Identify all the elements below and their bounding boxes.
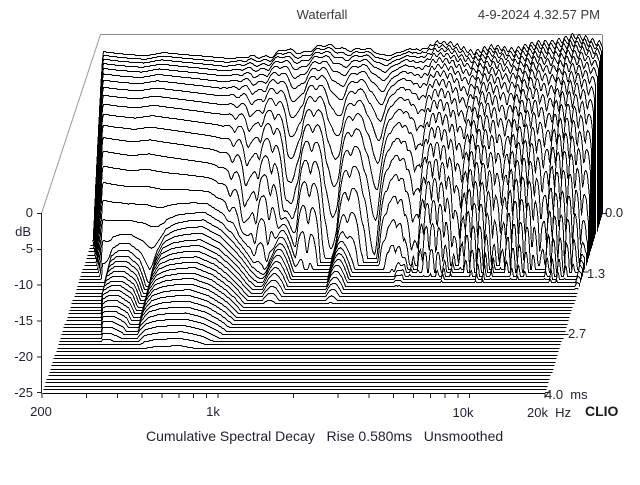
svg-text:1.3: 1.3 — [587, 266, 605, 281]
svg-text:Waterfall: Waterfall — [297, 7, 348, 22]
svg-text:0.0: 0.0 — [605, 205, 623, 220]
svg-text:Cumulative Spectral Decay Ri: Cumulative Spectral Decay Rise 0.580ms U… — [146, 428, 503, 444]
svg-text:-5: -5 — [21, 241, 33, 256]
svg-text:-10: -10 — [14, 277, 33, 292]
svg-text:-15: -15 — [14, 313, 33, 328]
svg-text:0: 0 — [26, 205, 33, 220]
svg-text:2.7: 2.7 — [568, 326, 586, 341]
svg-text:10k: 10k — [453, 405, 474, 420]
svg-text:dB: dB — [15, 224, 31, 239]
svg-text:-25: -25 — [14, 385, 33, 400]
svg-text:CLIO: CLIO — [585, 403, 619, 419]
svg-text:20k Hz: 20k Hz — [527, 405, 571, 420]
svg-text:4-9-2024 4.32.57 PM: 4-9-2024 4.32.57 PM — [478, 7, 600, 22]
svg-text:4.0 ms: 4.0 ms — [545, 387, 588, 402]
svg-text:1k: 1k — [206, 404, 220, 419]
svg-text:-20: -20 — [14, 349, 33, 364]
svg-text:200: 200 — [30, 404, 52, 419]
